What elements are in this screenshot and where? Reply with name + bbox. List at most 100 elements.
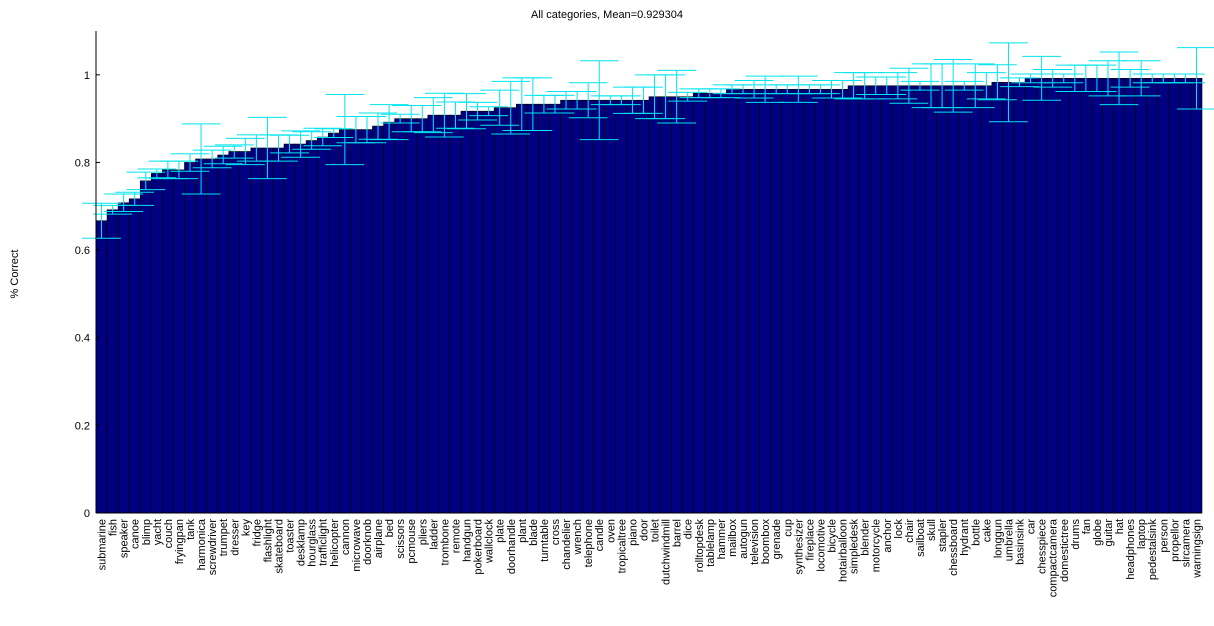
bar — [394, 118, 406, 514]
bar — [991, 81, 1004, 514]
bar — [759, 88, 771, 514]
bar — [427, 114, 440, 514]
x-tick-label: ladder — [428, 519, 440, 550]
error-bar — [270, 134, 309, 154]
x-tick-label: telephone — [583, 519, 595, 567]
x-tick-label: pcmouse — [406, 519, 418, 564]
x-tick-label: cup — [782, 519, 794, 537]
bars-group — [95, 78, 1203, 514]
x-tick-label: plant — [517, 519, 529, 543]
error-bar — [1088, 60, 1128, 97]
error-bar — [978, 64, 1017, 101]
x-tick-label: desklamp — [296, 519, 308, 566]
x-tick-label: piano — [627, 519, 639, 546]
bar — [1102, 78, 1114, 514]
y-ticks-group: 0 0.2 0.4 0.6 0.8 1 — [75, 70, 100, 520]
x-tick-label: pokerboard — [473, 519, 485, 575]
x-tick-label: compactcamera — [1048, 518, 1060, 597]
bar — [350, 129, 362, 514]
bar — [1091, 78, 1103, 514]
error-bar — [214, 144, 254, 159]
bar — [527, 103, 539, 514]
error-bar — [513, 77, 553, 131]
bar — [936, 85, 948, 514]
x-tick-label: chessboard — [948, 519, 960, 576]
x-tick-label: chesspiece — [1037, 519, 1049, 574]
x-tick-label: guitar — [1103, 519, 1115, 547]
error-bar — [469, 106, 508, 117]
bar — [703, 92, 716, 514]
x-tick-label: blender — [860, 519, 872, 556]
x-tick-label: drums — [1070, 519, 1082, 550]
bar — [726, 88, 738, 514]
error-bar — [801, 84, 840, 95]
bar — [1057, 78, 1070, 514]
bar — [1002, 81, 1015, 514]
x-tick-label: person — [1158, 519, 1170, 553]
x-tick-label: laptop — [1136, 519, 1148, 549]
x-tick-label: dutchwindmill — [661, 519, 673, 585]
x-tick-label: trafficlight — [318, 519, 330, 566]
error-bar — [181, 123, 221, 195]
x-tick-label: handgun — [462, 519, 474, 562]
error-bar — [1033, 69, 1073, 88]
bar — [151, 173, 163, 514]
x-tick-labels-group: submarine fish speaker canoe blimp yacht couch… — [97, 518, 1204, 597]
bar — [504, 107, 517, 514]
bar — [471, 110, 484, 514]
bar — [892, 85, 904, 514]
error-bar — [402, 104, 442, 133]
x-tick-label: remote — [450, 519, 462, 553]
x-tick-label: headphones — [1125, 519, 1137, 580]
error-bar — [225, 137, 265, 166]
bar — [1024, 78, 1037, 514]
error-bar — [823, 80, 862, 99]
x-tick-label: sailboat — [915, 519, 927, 557]
error-bar — [126, 171, 166, 191]
bar — [692, 92, 705, 514]
bar — [549, 103, 561, 514]
x-tick-label: fireplace — [804, 519, 816, 561]
x-tick-label: tropicaltree — [616, 519, 628, 573]
x-tick-label: yacht — [152, 519, 164, 545]
y-tick-label: 0.2 — [75, 420, 90, 432]
x-tick-label: autogun — [738, 519, 750, 559]
error-bar — [933, 58, 973, 113]
x-tick-label: hammer — [716, 519, 728, 560]
bar — [162, 169, 174, 514]
x-tick-label: fryingpan — [174, 519, 186, 564]
x-tick-label: toaster — [285, 519, 297, 553]
x-tick-label: fish — [108, 519, 120, 536]
error-bar — [922, 63, 962, 109]
bar — [615, 99, 628, 514]
x-tick-label: chair — [904, 519, 916, 543]
error-bar — [325, 94, 365, 166]
x-tick-label: anchor — [882, 519, 894, 553]
bar — [803, 88, 816, 514]
bar — [560, 99, 572, 514]
x-tick-label: grenade — [771, 519, 783, 559]
x-tick-label: bicycle — [826, 519, 838, 553]
x-tick-label: bottle — [970, 519, 982, 546]
y-axis-label: % Correct — [9, 250, 21, 299]
bar — [781, 88, 794, 514]
x-tick-label: hourglass — [307, 519, 319, 567]
bar — [969, 85, 982, 514]
x-tick-label: fan — [1081, 519, 1093, 534]
error-bar — [159, 160, 199, 180]
x-tick-label: hat — [1114, 519, 1126, 534]
x-tick-label: simpledesk — [849, 519, 861, 575]
bar — [770, 88, 783, 514]
x-tick-label: microwave — [351, 519, 363, 572]
error-bar — [82, 202, 121, 239]
bar — [173, 169, 185, 514]
y-tick-label: 0.4 — [75, 333, 90, 345]
bar — [792, 88, 805, 514]
bar — [715, 92, 727, 514]
error-bar — [944, 80, 984, 91]
bar — [438, 114, 451, 514]
x-tick-label: toilet — [650, 519, 662, 542]
x-tick-label: trumpet — [218, 519, 230, 556]
x-tick-label: mailbox — [727, 519, 739, 557]
error-bar — [1022, 55, 1061, 101]
